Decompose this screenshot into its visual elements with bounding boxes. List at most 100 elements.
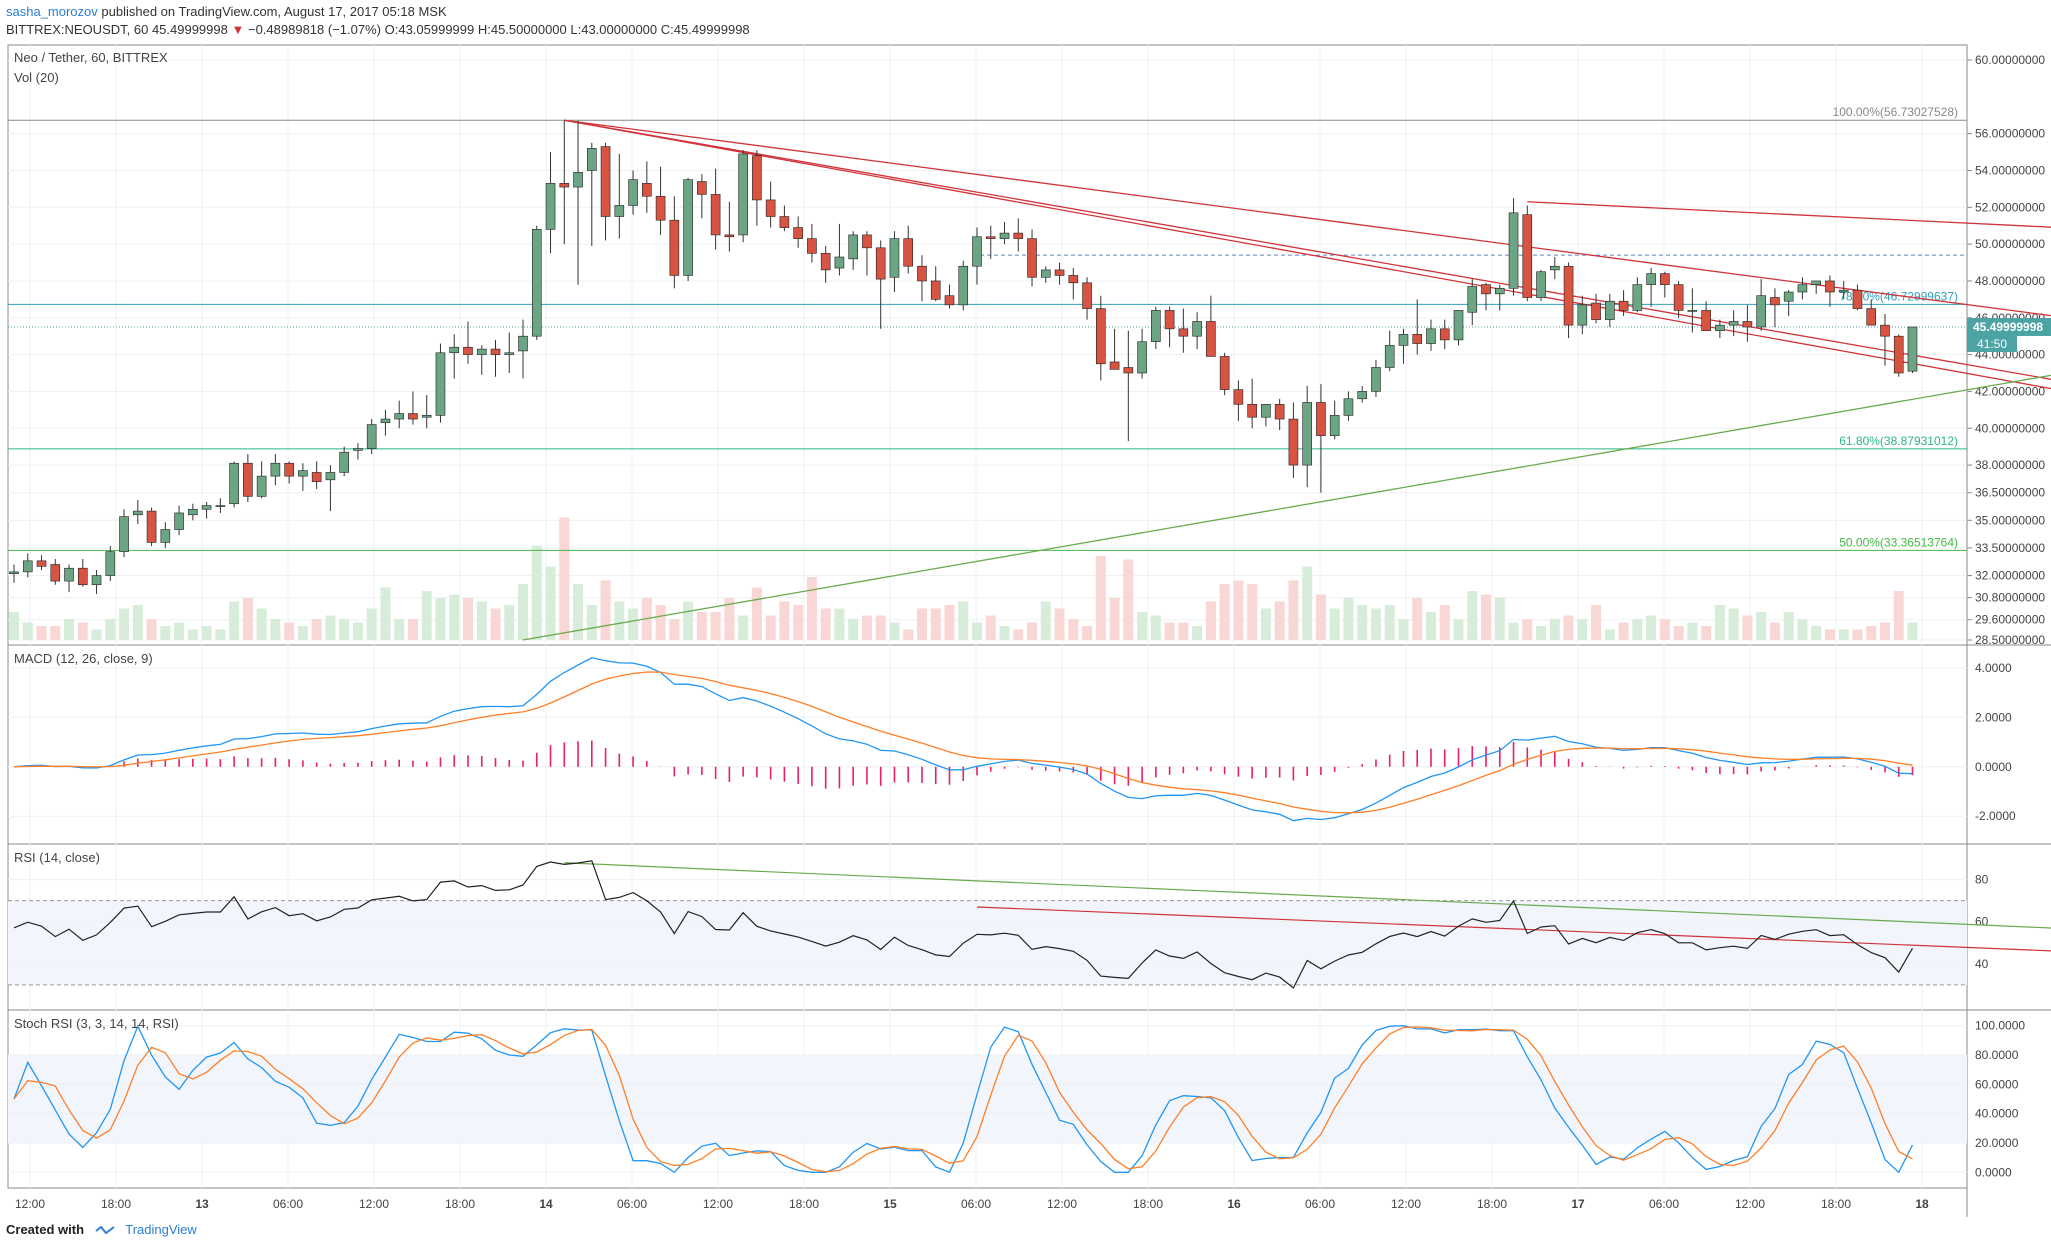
candle [1605, 300, 1615, 320]
volume-bar [1728, 608, 1739, 640]
candle [1563, 265, 1574, 326]
candle [229, 462, 239, 505]
candle [930, 280, 941, 300]
volume-bar [1591, 605, 1602, 640]
volume-bar [1604, 629, 1615, 640]
volume-bar [999, 626, 1010, 640]
price-badge [1967, 317, 2051, 336]
candle [325, 472, 336, 481]
tradingview-brand[interactable]: TradingView [125, 1222, 197, 1237]
candle [77, 567, 88, 586]
candle [1783, 291, 1794, 302]
candle [1040, 269, 1051, 278]
candle [1247, 404, 1257, 418]
volume-bar [628, 608, 639, 640]
stoch-tick-label: 0.0000 [1975, 1165, 2012, 1179]
volume-bar [1536, 626, 1547, 640]
down-arrow-icon: ▼ [231, 22, 245, 37]
volume-bar [1756, 612, 1767, 640]
candle [600, 146, 611, 217]
candle [1371, 367, 1381, 392]
price-tick-label: 40.00000000 [1975, 421, 2045, 435]
tradingview-logo-icon [95, 1225, 115, 1234]
price-tick-label: 28.50000000 [1975, 633, 2045, 647]
volume-bar [1343, 598, 1354, 640]
candle [1343, 398, 1354, 416]
volume-bar [462, 598, 473, 640]
volume-bar [1659, 619, 1670, 640]
stoch-tick-label: 20.0000 [1975, 1136, 2019, 1150]
candle [435, 352, 446, 416]
time-tick-label: 15 [883, 1197, 897, 1211]
volume-bar [1384, 605, 1395, 640]
candle [1481, 284, 1491, 295]
candle [1261, 404, 1271, 418]
candle [1178, 328, 1189, 337]
candle [972, 236, 982, 267]
stoch-tick-label: 60.0000 [1975, 1077, 2019, 1091]
volume-bar [146, 619, 157, 640]
price-badge-text: 45.49999998 [1973, 320, 2043, 334]
volume-bar [696, 612, 707, 640]
volume-bar [1481, 594, 1492, 640]
candle [1811, 280, 1821, 285]
candle [1288, 418, 1299, 466]
volume-bar [1398, 619, 1409, 640]
volume-bar [738, 615, 749, 640]
candle [531, 229, 542, 337]
candle [917, 265, 927, 282]
time-tick-label: 12:00 [1735, 1197, 1765, 1211]
volume-bar [1082, 626, 1093, 640]
volume-bar [1013, 629, 1024, 640]
volume-bar [903, 629, 914, 640]
volume-bar [1687, 622, 1698, 640]
volume-bar [490, 608, 501, 640]
candle [380, 418, 391, 424]
rsi-trendline-support [564, 862, 2051, 929]
stoch-tick-label: 80.0000 [1975, 1048, 2019, 1062]
candle [1316, 402, 1326, 436]
candle [476, 348, 487, 355]
stoch-tick-label: 40.0000 [1975, 1107, 2019, 1121]
candle [1880, 324, 1890, 337]
author-link[interactable]: sasha_morozov [6, 4, 98, 19]
volume-bar [1893, 591, 1904, 640]
volume-bar [77, 622, 88, 640]
candle [1770, 297, 1780, 306]
volume-bar [916, 608, 927, 640]
price-tick-label: 48.00000000 [1975, 274, 2045, 288]
candle [655, 195, 666, 221]
candle [1233, 389, 1244, 405]
candle [366, 424, 377, 449]
price-tick-label: 56.00000000 [1975, 127, 2045, 141]
volume-bar [1769, 622, 1780, 640]
candle [201, 505, 212, 510]
candle [1825, 280, 1835, 293]
chart-canvas[interactable]: 12:00 18:00 13 06:00 12:00 18:00 14 06:00 12:00 1… [0, 40, 2051, 1217]
volume-bar [1329, 608, 1340, 640]
candle [1384, 345, 1395, 368]
stoch-d-line [13, 1026, 1913, 1173]
volume-bar [985, 615, 996, 640]
candle [22, 560, 33, 573]
time-tick-label: 12:00 [15, 1197, 45, 1211]
candle [311, 472, 322, 482]
main-pane-title: Neo / Tether, 60, BITTREX [14, 50, 168, 65]
volume-bar [1508, 622, 1519, 640]
volume-bar [1150, 615, 1161, 640]
volume-bar [875, 615, 886, 640]
volume-bar [1797, 619, 1808, 640]
trendline-resistance [1527, 201, 2051, 228]
candle [779, 216, 790, 228]
volume-bar [930, 608, 941, 640]
volume-label: Vol (20) [14, 70, 59, 85]
candle [724, 234, 735, 238]
candle [1838, 289, 1849, 293]
volume-bar [1673, 626, 1684, 640]
volume-bar [586, 605, 597, 640]
candle [710, 194, 721, 236]
candle [985, 236, 996, 239]
volume-bar [366, 608, 377, 640]
stoch-k-line [13, 1024, 1914, 1174]
volume-bar [36, 626, 47, 640]
